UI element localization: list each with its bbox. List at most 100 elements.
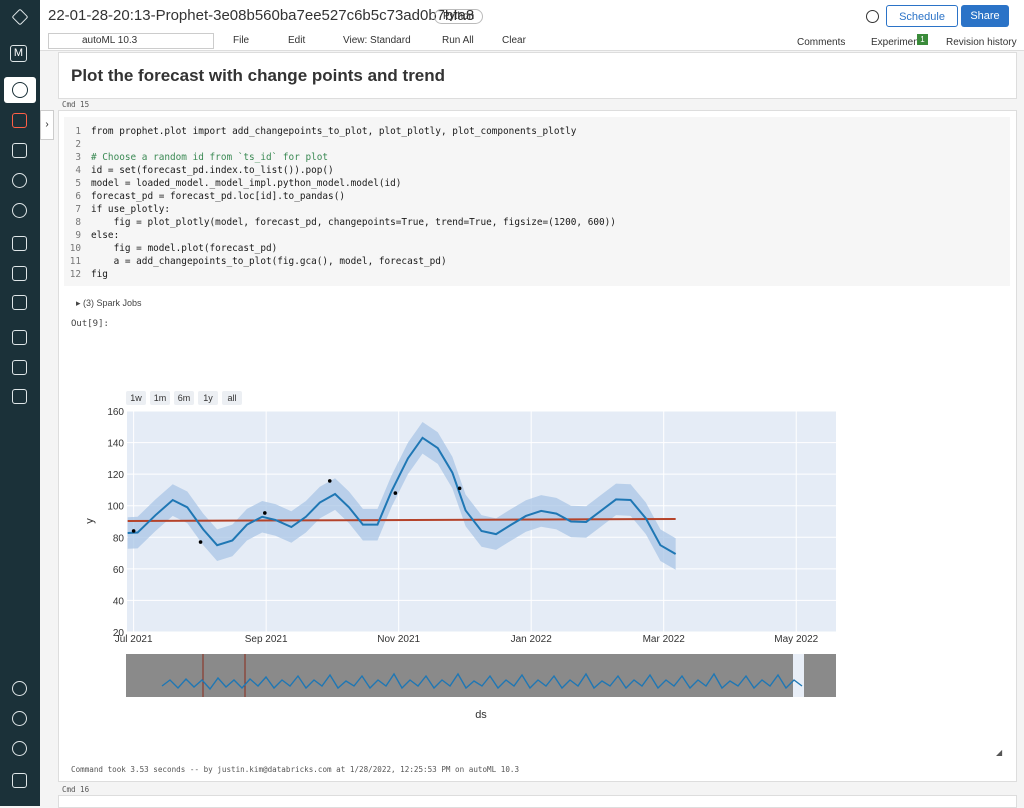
top-bar bbox=[40, 0, 1024, 51]
range-slider[interactable] bbox=[126, 654, 836, 697]
actual-point bbox=[457, 486, 462, 491]
models-icon[interactable] bbox=[12, 389, 27, 404]
workspace-switcher[interactable]: M bbox=[10, 45, 27, 62]
edit-menu[interactable]: Edit bbox=[288, 35, 306, 46]
cell-label: Cmd 15 bbox=[62, 100, 90, 109]
collapse-icon[interactable] bbox=[12, 773, 27, 788]
actual-point bbox=[263, 511, 267, 515]
spark-jobs[interactable]: ▸ (3) Spark Jobs bbox=[76, 298, 142, 308]
actual-point bbox=[327, 479, 332, 483]
line-number: 3 bbox=[75, 152, 81, 163]
data-icon[interactable] bbox=[12, 236, 27, 251]
code-text: model = loaded_model._model_impl.python_… bbox=[91, 178, 402, 189]
code-text: fig = model.plot(forecast_pd) bbox=[91, 243, 278, 254]
line-number: 10 bbox=[69, 243, 81, 254]
code-line: 2 bbox=[64, 138, 616, 151]
share-button[interactable]: Share bbox=[961, 5, 1009, 27]
create-button[interactable] bbox=[4, 77, 36, 103]
workspace-icon[interactable] bbox=[12, 113, 27, 128]
jobs-icon[interactable] bbox=[12, 295, 27, 310]
range-button-label[interactable]: 1y bbox=[203, 393, 213, 403]
y-tick-label: 160 bbox=[107, 407, 124, 418]
actual-point bbox=[131, 529, 136, 533]
code-line: 7 if use_plotly: bbox=[64, 203, 616, 216]
code-line: 8 fig = plot_plotly(model, forecast_pd, … bbox=[64, 216, 616, 229]
schedule-button[interactable]: Schedule bbox=[886, 5, 958, 27]
experiments-icon[interactable] bbox=[12, 330, 27, 345]
compute-icon[interactable] bbox=[12, 266, 27, 281]
code-text: fig = plot_plotly(model, forecast_pd, ch… bbox=[91, 217, 616, 228]
language-badge[interactable]: Python bbox=[434, 9, 484, 24]
revision-history-button[interactable]: Revision history bbox=[946, 37, 1017, 48]
markdown-cell[interactable] bbox=[58, 52, 1017, 99]
search-icon[interactable] bbox=[12, 203, 27, 218]
range-button-label[interactable]: all bbox=[227, 393, 236, 403]
y-tick-label: 80 bbox=[113, 533, 125, 544]
code-lines: 1 from prophet.plot import add_changepoin… bbox=[64, 125, 616, 281]
user-icon[interactable] bbox=[12, 741, 27, 756]
range-button[interactable] bbox=[222, 391, 242, 405]
resize-handle[interactable]: ◢ bbox=[996, 748, 1003, 757]
x-tick-label: Mar 2022 bbox=[643, 634, 686, 645]
line-number: 8 bbox=[75, 217, 81, 228]
uncertainty-band bbox=[127, 422, 676, 570]
x-tick-label: Nov 2021 bbox=[377, 634, 420, 645]
code-line: 6 forecast_pd = forecast_pd.loc[id].to_pa… bbox=[64, 190, 616, 203]
code-line: 10 fig = model.plot(forecast_pd) bbox=[64, 242, 616, 255]
y-tick-label: 40 bbox=[113, 596, 125, 607]
slider-trace bbox=[161, 672, 803, 691]
line-number: 11 bbox=[69, 256, 81, 267]
y-tick-label: 60 bbox=[113, 565, 125, 576]
code-text: forecast_pd = forecast_pd.loc[id].to_pan… bbox=[91, 191, 345, 202]
actual-point bbox=[393, 491, 398, 495]
y-tick-label: 140 bbox=[107, 439, 124, 450]
range-button[interactable] bbox=[126, 391, 146, 405]
range-button[interactable] bbox=[198, 391, 218, 405]
range-button-label[interactable]: 6m bbox=[178, 393, 191, 403]
x-axis-title: ds bbox=[475, 709, 487, 721]
view-menu[interactable]: View: Standard bbox=[343, 35, 411, 46]
range-button-label[interactable]: 1w bbox=[130, 393, 142, 403]
x-tick-label: Sep 2021 bbox=[245, 634, 288, 645]
settings-icon[interactable] bbox=[12, 711, 27, 726]
code-line: 12 fig bbox=[64, 268, 616, 281]
line-number: 1 bbox=[75, 126, 81, 137]
range-slider-window[interactable] bbox=[793, 654, 804, 697]
features-icon[interactable] bbox=[12, 360, 27, 375]
range-button[interactable] bbox=[174, 391, 194, 405]
code-editor[interactable] bbox=[64, 117, 1010, 286]
spark-jobs-label: (3) Spark Jobs bbox=[83, 298, 142, 308]
clear-menu[interactable]: Clear bbox=[502, 35, 526, 46]
y-tick-label: 20 bbox=[113, 628, 125, 639]
cluster-select[interactable] bbox=[48, 33, 214, 49]
code-line: 1 from prophet.plot import add_changepoin… bbox=[64, 125, 616, 138]
help-icon[interactable] bbox=[12, 681, 27, 696]
comments-button[interactable]: Comments bbox=[797, 37, 846, 48]
repos-icon[interactable] bbox=[12, 143, 27, 158]
recents-icon[interactable] bbox=[12, 173, 27, 188]
forecast-line bbox=[127, 436, 677, 555]
file-menu[interactable]: File bbox=[233, 35, 250, 46]
code-text: a = add_changepoints_to_plot(fig.gca(), … bbox=[91, 256, 447, 267]
code-line: 9 else: bbox=[64, 229, 616, 242]
code-line: 4 id = set(forecast_pd.index.to_list()).p… bbox=[64, 164, 616, 177]
panel-toggle[interactable]: › bbox=[40, 110, 54, 140]
code-text: id = set(forecast_pd.index.to_list()).po… bbox=[91, 165, 334, 176]
code-text: else: bbox=[91, 230, 120, 241]
experiment-button[interactable]: Experiment bbox=[871, 37, 922, 48]
notebook-title[interactable]: 22-01-28-20:13-Prophet-3e08b560ba7ee527c… bbox=[48, 7, 475, 24]
cluster-name[interactable]: autoML 10.3 bbox=[82, 35, 138, 46]
code-line: 5 model = loaded_model._model_impl.python… bbox=[64, 177, 616, 190]
code-text: fig bbox=[91, 269, 108, 280]
experiment-count: 1 bbox=[917, 34, 928, 45]
schedule-clock[interactable] bbox=[866, 10, 879, 23]
code-line: 3 # Choose a random id from `ts_id` for p… bbox=[64, 151, 616, 164]
run-all-button[interactable]: Run All bbox=[442, 35, 474, 46]
sidebar: M bbox=[0, 0, 40, 806]
x-tick-label: Jan 2022 bbox=[511, 634, 553, 645]
y-tick-label: 120 bbox=[107, 470, 124, 481]
y-axis-title: y bbox=[84, 518, 96, 524]
range-button[interactable] bbox=[150, 391, 170, 405]
range-button-label[interactable]: 1m bbox=[154, 393, 167, 403]
